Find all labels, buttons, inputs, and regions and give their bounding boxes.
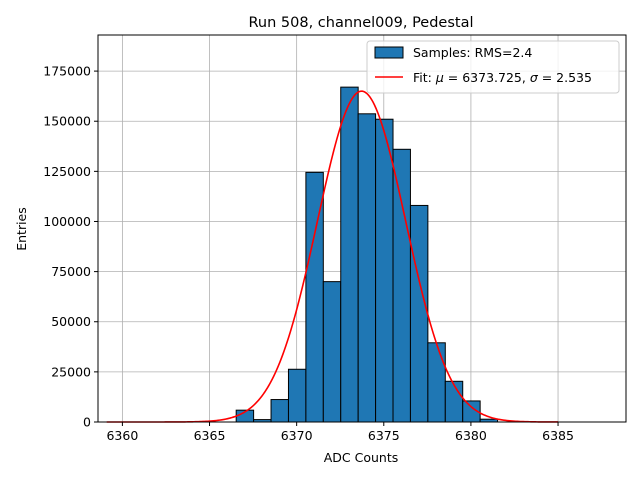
x-tick-label: 6380 xyxy=(455,428,487,443)
legend: Samples: RMS=2.4 Fit: μ = 6373.725, σ = … xyxy=(366,40,620,94)
histogram-bar xyxy=(444,380,464,423)
legend-swatch-samples xyxy=(374,46,404,59)
x-tick-label: 6365 xyxy=(194,428,226,443)
y-tick-label: 75000 xyxy=(51,264,91,279)
histogram-bar xyxy=(270,399,289,423)
fit-label-mu-value: = 6373.725, xyxy=(444,70,530,85)
x-tick-label: 6370 xyxy=(281,428,313,443)
y-tick-label: 125000 xyxy=(43,164,91,179)
legend-box xyxy=(366,40,620,94)
y-axis-label: Entries xyxy=(14,207,29,251)
y-tick-label: 0 xyxy=(83,415,91,430)
x-tick-label: 6360 xyxy=(106,428,138,443)
fit-label-sigma-value: = 2.535 xyxy=(538,70,592,85)
fit-label-prefix: Fit: xyxy=(413,70,436,85)
histogram-bar xyxy=(287,368,307,423)
x-axis-label: ADC Counts xyxy=(324,450,399,465)
histogram-bar xyxy=(392,148,411,423)
chart-title: Run 508, channel009, Pedestal xyxy=(248,15,473,31)
y-tick-label: 100000 xyxy=(43,214,91,229)
plot-frame xyxy=(97,34,627,423)
y-tick-label: 150000 xyxy=(43,114,91,129)
x-tick-label: 6385 xyxy=(542,428,574,443)
y-tick-label: 50000 xyxy=(51,314,91,329)
legend-label-fit: Fit: μ = 6373.725, σ = 2.535 xyxy=(413,70,592,85)
histogram-bar xyxy=(357,113,377,423)
histogram-bar xyxy=(340,86,359,423)
fit-label-mu: μ xyxy=(435,70,444,85)
x-axis-ticks: 6360 6365 6370 6375 6380 6385 xyxy=(106,422,574,443)
x-tick-label: 6375 xyxy=(368,428,400,443)
fit-label-sigma: σ xyxy=(530,70,539,85)
histogram-bar xyxy=(322,281,342,423)
histogram-bar xyxy=(409,204,429,423)
histogram-bar xyxy=(427,342,446,423)
legend-label-samples: Samples: RMS=2.4 xyxy=(413,45,532,60)
y-tick-label: 25000 xyxy=(51,364,91,379)
y-axis-ticks: 0 25000 50000 75000 100000 125000 150000 175000 xyxy=(43,64,98,430)
y-tick-label: 175000 xyxy=(43,64,91,79)
histogram-bar xyxy=(375,118,394,423)
